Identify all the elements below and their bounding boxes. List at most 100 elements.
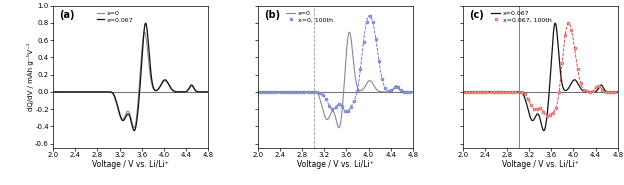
x=0, 100th	[338, 105, 346, 107]
x=0.067, 100th	[608, 91, 615, 93]
x=0, 100th	[288, 91, 296, 93]
x=0	[335, 127, 343, 129]
x=0, 100th	[366, 14, 373, 17]
x=0.067, 100th	[484, 91, 491, 93]
x=0.067	[486, 91, 494, 93]
x=0.067, 100th	[477, 91, 485, 93]
x=0, 100th	[348, 106, 355, 108]
x=0.067, 100th	[571, 47, 578, 49]
x=0, 100th	[282, 91, 290, 93]
x=0, 100th	[326, 105, 333, 107]
X-axis label: Voltage / V vs. Li/Li⁺: Voltage / V vs. Li/Li⁺	[92, 159, 169, 169]
x=0, 100th	[310, 91, 318, 93]
x=0.067, 100th	[502, 91, 510, 93]
x=0.067, 100th	[596, 85, 603, 87]
x=0, 100th	[400, 91, 407, 93]
x=0.067, 100th	[574, 68, 582, 70]
x=0.067, 100th	[490, 91, 497, 93]
x=0.067, 100th	[465, 91, 472, 93]
x=0, 100th	[363, 20, 371, 23]
x=0, 100th	[344, 110, 352, 112]
x=0, 100th	[323, 98, 330, 100]
x=0, 100th	[381, 87, 389, 89]
x=0, 100th	[369, 21, 376, 23]
x=0.067, 100th	[555, 91, 563, 93]
x=0	[167, 87, 174, 89]
x=0.067, 100th	[471, 91, 479, 93]
x=0.067	[77, 91, 84, 93]
x=0, 100th	[301, 91, 308, 93]
x=0.067, 100th	[509, 91, 516, 93]
x=0.067, 100th	[605, 91, 612, 93]
x=0.067	[576, 86, 583, 88]
x=0.067, 100th	[562, 34, 569, 37]
x=0.067	[167, 86, 174, 88]
x=0.067, 100th	[493, 91, 500, 93]
x=0.067, 100th	[558, 62, 566, 65]
x=0.067, 100th	[599, 89, 607, 91]
x=0, 100th	[260, 91, 268, 93]
x=0.067, 100th	[534, 108, 541, 110]
x=0, 100th	[403, 91, 411, 93]
x=0.067, 100th	[474, 91, 482, 93]
x=0, 100th	[295, 91, 302, 93]
x=0	[254, 91, 261, 93]
x=0, 100th	[360, 41, 368, 43]
x=0.067	[529, 120, 537, 122]
x=0.067, 100th	[530, 108, 538, 110]
x=0	[324, 118, 332, 120]
x=0, 100th	[384, 90, 392, 92]
x=0.067, 100th	[549, 112, 557, 114]
x=0.067	[563, 89, 570, 91]
Line: x=0: x=0	[258, 32, 413, 128]
x=0.067	[89, 91, 97, 93]
x=0, 100th	[273, 91, 280, 93]
x=0, 100th	[351, 100, 358, 102]
x=0	[281, 91, 289, 93]
x=0	[346, 31, 354, 34]
x=0.067, 100th	[468, 91, 475, 93]
X-axis label: Voltage / V vs. Li/Li⁺: Voltage / V vs. Li/Li⁺	[297, 159, 374, 169]
x=0, 100th	[332, 106, 339, 108]
x=0, 100th	[391, 86, 398, 88]
x=0.067, 100th	[577, 82, 585, 84]
x=0.067, 100th	[515, 91, 522, 93]
Text: (c): (c)	[469, 10, 484, 20]
x=0, 100th	[285, 91, 293, 93]
x=0.067	[499, 91, 506, 93]
x=0, 100th	[354, 90, 361, 92]
x=0, 100th	[378, 78, 386, 80]
X-axis label: Voltage / V vs. Li/Li⁺: Voltage / V vs. Li/Li⁺	[502, 159, 578, 169]
x=0.067, 100th	[602, 91, 609, 93]
Y-axis label: dQ/dV / mAh g⁻¹V⁻¹: dQ/dV / mAh g⁻¹V⁻¹	[27, 43, 34, 111]
Legend: x=0, x=0.067: x=0, x=0.067	[95, 9, 135, 24]
x=0, 100th	[304, 91, 311, 93]
x=0.067	[459, 91, 466, 93]
x=0	[141, 31, 149, 34]
x=0, 100th	[279, 91, 286, 93]
x=0	[346, 31, 353, 33]
Legend: x=0, x=0, 100th: x=0, x=0, 100th	[284, 9, 335, 24]
x=0, 100th	[357, 68, 364, 70]
Text: (b): (b)	[264, 10, 280, 20]
x=0	[49, 91, 57, 93]
x=0, 100th	[341, 110, 349, 112]
x=0.067	[49, 91, 57, 93]
x=0.067, 100th	[521, 93, 529, 95]
x=0, 100th	[291, 91, 299, 93]
x=0	[294, 91, 301, 93]
x=0	[77, 91, 84, 93]
x=0.067	[119, 120, 127, 122]
x=0	[154, 89, 161, 91]
x=0.067, 100th	[546, 114, 553, 117]
x=0.067, 100th	[512, 91, 519, 93]
x=0.067, 100th	[487, 91, 494, 93]
x=0.067, 100th	[587, 91, 594, 93]
x=0.067, 100th	[590, 90, 597, 92]
x=0	[130, 127, 138, 129]
x=0.067, 100th	[499, 91, 507, 93]
x=0, 100th	[397, 89, 404, 91]
x=0, 100th	[313, 91, 321, 93]
x=0	[89, 91, 97, 93]
x=0.067, 100th	[568, 28, 575, 31]
